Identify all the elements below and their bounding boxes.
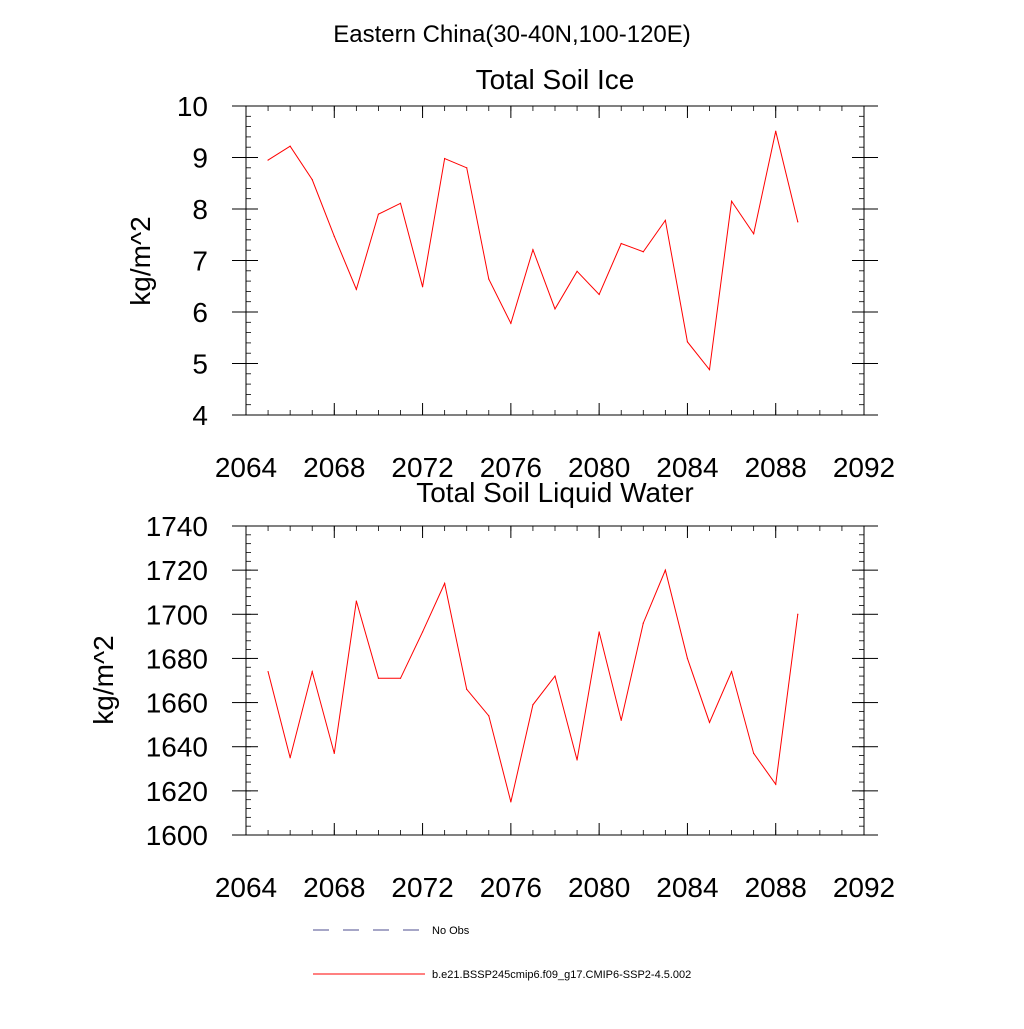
- soil-liquid-water-data-point: [444, 582, 446, 584]
- soil-ice-data-point: [554, 308, 556, 310]
- soil-ice-y-tick-label: 6: [192, 297, 208, 328]
- soil-liquid-water-x-tick-label: 2088: [745, 872, 807, 903]
- soil-liquid-water-plot-frame: [245, 525, 865, 836]
- soil-ice-data-point: [620, 242, 622, 245]
- soil-ice-data-point: [642, 251, 644, 253]
- soil-ice-y-tick-label: 7: [192, 246, 208, 277]
- soil-ice-data-point: [377, 213, 380, 215]
- soil-ice-y-tick-label: 10: [177, 91, 208, 122]
- soil-liquid-water-data-point: [267, 671, 269, 673]
- soil-ice-data-point: [355, 288, 357, 290]
- soil-liquid-water-x-tick-label: 2092: [833, 872, 895, 903]
- soil-ice-series-line: [267, 131, 799, 371]
- soil-liquid-water-data-point: [311, 671, 313, 673]
- soil-liquid-water-data-point: [620, 719, 622, 721]
- soil-liquid-water-data-point: [532, 704, 534, 706]
- soil-liquid-water-data-point: [399, 677, 402, 679]
- soil-ice-y-tick-label: 5: [192, 349, 208, 380]
- legend: No Obs b.e21.BSSP245cmip6.f09_g17.CMIP6-…: [313, 925, 691, 981]
- soil-liquid-water-data-point: [466, 688, 468, 690]
- soil-ice-x-tick-label: 2064: [215, 452, 277, 483]
- soil-liquid-water-y-tick-label: 1660: [146, 688, 208, 719]
- soil-liquid-water-data-point: [686, 657, 689, 660]
- soil-ice-x-tick-label: 2076: [480, 452, 542, 483]
- soil-liquid-water-data-point: [664, 569, 666, 571]
- soil-liquid-water-data-point: [598, 631, 600, 633]
- soil-liquid-water-y-tick-label: 1720: [146, 555, 208, 586]
- soil-ice-x-tick-label: 2088: [745, 452, 807, 483]
- soil-liquid-water-data-point: [289, 757, 291, 759]
- soil-liquid-water-y-tick-label: 1680: [146, 643, 208, 674]
- soil-liquid-water-data-point: [554, 675, 556, 677]
- soil-ice-x-tick-label: 2072: [391, 452, 453, 483]
- soil-liquid-water-data-point: [708, 721, 711, 724]
- soil-liquid-water-series-line: [267, 568, 799, 803]
- soil-ice-y-tick-label: 8: [192, 194, 208, 225]
- soil-liquid-water-y-tick-label: 1700: [146, 599, 208, 630]
- soil-ice-data-point: [664, 219, 666, 221]
- soil-liquid-water-data-point: [576, 759, 578, 761]
- soil-ice-data-point: [444, 157, 446, 160]
- soil-ice-data-point: [333, 235, 335, 237]
- soil-liquid-water-panel: Total Soil Liquid Water kg/m^2 2064 2068 2…: [88, 477, 895, 903]
- soil-liquid-water-data-point: [488, 715, 490, 717]
- soil-ice-data-point: [399, 202, 402, 204]
- soil-ice-data-point: [311, 179, 313, 181]
- soil-liquid-water-x-tick-label: 2068: [303, 872, 365, 903]
- soil-ice-title: Total Soil Ice: [476, 64, 635, 95]
- legend-no-obs-label: No Obs: [432, 925, 470, 937]
- soil-liquid-water-data-point: [775, 783, 777, 785]
- soil-liquid-water-x-tick-label: 2072: [391, 872, 453, 903]
- soil-liquid-water-data-point: [730, 671, 733, 673]
- soil-liquid-water-x-tick-label: 2064: [215, 872, 277, 903]
- soil-ice-data-point: [532, 249, 534, 251]
- soil-ice-data-point: [730, 200, 733, 202]
- soil-ice-data-point: [797, 221, 799, 223]
- soil-liquid-water-data-point: [333, 752, 335, 754]
- soil-liquid-water-x-tick-label: 2080: [568, 872, 630, 903]
- soil-ice-data-point: [686, 341, 689, 343]
- soil-ice-data-point: [576, 270, 578, 272]
- soil-liquid-water-data-point: [355, 600, 357, 602]
- soil-ice-x-tick-label: 2084: [656, 452, 718, 483]
- soil-liquid-water-data-point: [753, 752, 755, 754]
- soil-liquid-water-x-tick-label: 2076: [480, 872, 542, 903]
- legend-model-label: b.e21.BSSP245cmip6.f09_g17.CMIP6-SSP2-4.…: [432, 969, 691, 981]
- soil-ice-data-point: [708, 369, 711, 371]
- soil-ice-data-point: [466, 167, 468, 169]
- soil-ice-data-point: [421, 286, 424, 288]
- soil-ice-y-tick-label: 9: [192, 143, 208, 174]
- soil-ice-x-tick-label: 2092: [833, 452, 895, 483]
- soil-ice-data-point: [289, 145, 291, 147]
- soil-ice-ylabel: kg/m^2: [125, 216, 156, 305]
- soil-liquid-water-data-point: [797, 613, 799, 615]
- soil-ice-data-point: [510, 322, 512, 324]
- soil-liquid-water-data-point: [510, 801, 512, 803]
- soil-liquid-water-title: Total Soil Liquid Water: [416, 477, 694, 508]
- soil-liquid-water-y-tick-label: 1620: [146, 776, 208, 807]
- soil-ice-x-tick-label: 2068: [303, 452, 365, 483]
- soil-ice-y-tick-label: 4: [192, 400, 208, 431]
- figure-suptitle: Eastern China(30-40N,100-120E): [333, 21, 691, 48]
- soil-ice-data-point: [598, 293, 600, 296]
- soil-ice-data-point: [775, 130, 777, 132]
- soil-liquid-water-y-tick-label: 1640: [146, 732, 208, 763]
- soil-liquid-water-y-tick-label: 1740: [146, 511, 208, 542]
- soil-ice-x-tick-label: 2080: [568, 452, 630, 483]
- soil-liquid-water-data-point: [421, 631, 424, 633]
- soil-liquid-water-x-tick-label: 2084: [656, 872, 718, 903]
- soil-ice-data-point: [488, 278, 490, 280]
- soil-ice-data-point: [267, 159, 269, 161]
- soil-ice-panel: Total Soil Ice kg/m^2 2064 2068 2072 2076 20…: [125, 64, 895, 483]
- soil-liquid-water-data-point: [642, 622, 644, 624]
- soil-liquid-water-ylabel: kg/m^2: [88, 635, 119, 724]
- soil-liquid-water-data-point: [377, 677, 380, 679]
- soil-liquid-water-y-tick-label: 1600: [146, 820, 208, 851]
- soil-ice-data-point: [753, 233, 755, 235]
